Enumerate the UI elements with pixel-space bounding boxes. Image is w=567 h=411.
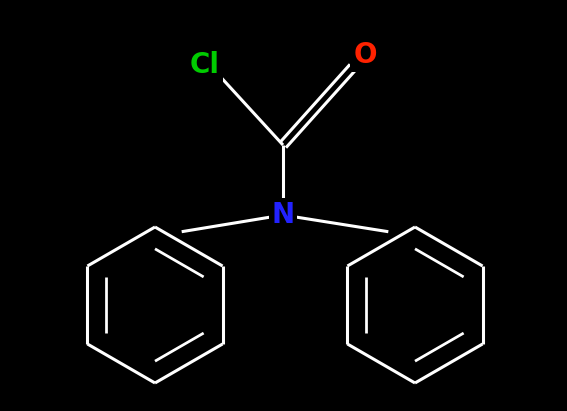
Text: O: O xyxy=(353,41,376,69)
Text: N: N xyxy=(272,201,295,229)
Text: Cl: Cl xyxy=(190,51,220,79)
